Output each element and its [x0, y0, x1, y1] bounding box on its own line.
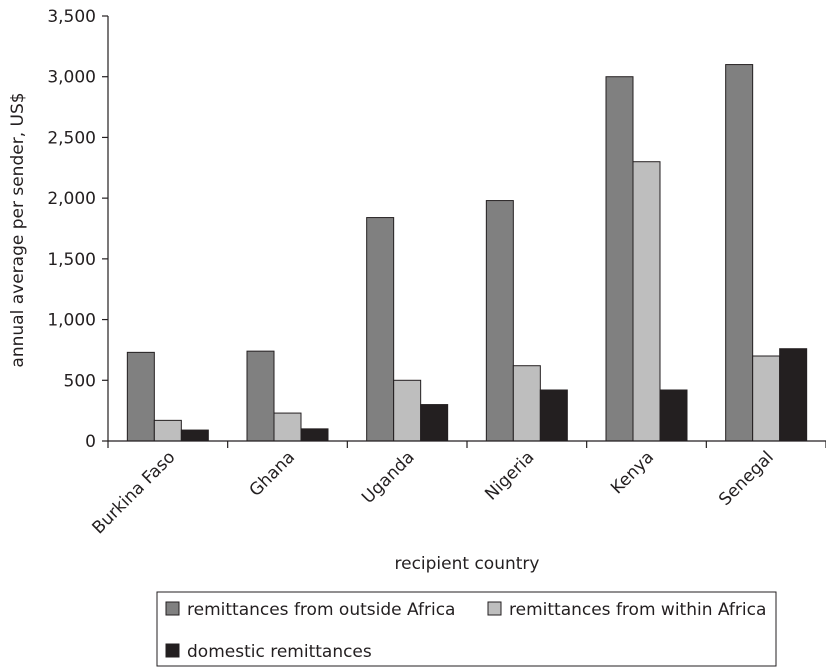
bar — [512, 365, 541, 442]
bar — [779, 348, 808, 442]
bar — [605, 76, 634, 442]
y-tick-label: 1,000 — [47, 311, 96, 331]
bar — [300, 428, 329, 442]
x-axis-title: recipient country — [395, 554, 540, 574]
y-tick-label: 2,500 — [47, 128, 96, 148]
x-tick-label: Uganda — [358, 447, 419, 508]
bar — [752, 355, 781, 442]
bar — [273, 412, 302, 442]
bar — [366, 217, 395, 442]
legend-swatch — [165, 643, 180, 658]
x-tick-label: Nigeria — [481, 447, 538, 504]
bar — [485, 200, 514, 442]
y-axis-title: annual average per sender, US$ — [8, 92, 28, 367]
bar — [126, 351, 155, 442]
legend-label: domestic remittances — [187, 642, 372, 662]
bar — [180, 429, 209, 442]
y-tick-label: 3,500 — [47, 7, 96, 27]
y-tick-label: 3,000 — [47, 68, 96, 88]
x-tick-label: Senegal — [715, 447, 778, 510]
bar — [632, 161, 661, 442]
legend-swatch — [165, 601, 180, 616]
legend-label: remittances from within Africa — [509, 600, 766, 620]
y-tick-label: 500 — [64, 371, 96, 391]
y-tick-label: 0 — [85, 432, 96, 452]
legend-label: remittances from outside Africa — [187, 600, 455, 620]
bar — [539, 389, 568, 442]
bar — [725, 64, 754, 442]
bar — [420, 404, 449, 442]
legend-swatch — [487, 601, 502, 616]
x-axis: Burkina Faso Ghana Uganda Nigeria Kenya Seneg… — [89, 440, 826, 538]
y-tick-label: 2,000 — [47, 189, 96, 209]
bar — [659, 389, 688, 442]
y-tick-label: 1,500 — [47, 250, 96, 270]
bar — [246, 350, 275, 442]
x-tick-label: Kenya — [607, 447, 658, 498]
bars-layer — [126, 64, 808, 442]
y-axis: 0 500 1,000 1,500 2,000 2,500 3,000 3,500 — [47, 7, 109, 452]
legend-frame — [156, 591, 777, 667]
bar — [393, 379, 422, 442]
x-tick-label: Burkina Faso — [89, 447, 180, 538]
x-tick-label: Ghana — [246, 447, 299, 500]
bar — [153, 419, 182, 442]
legend: remittances from outside Africa remittanc… — [156, 591, 777, 667]
